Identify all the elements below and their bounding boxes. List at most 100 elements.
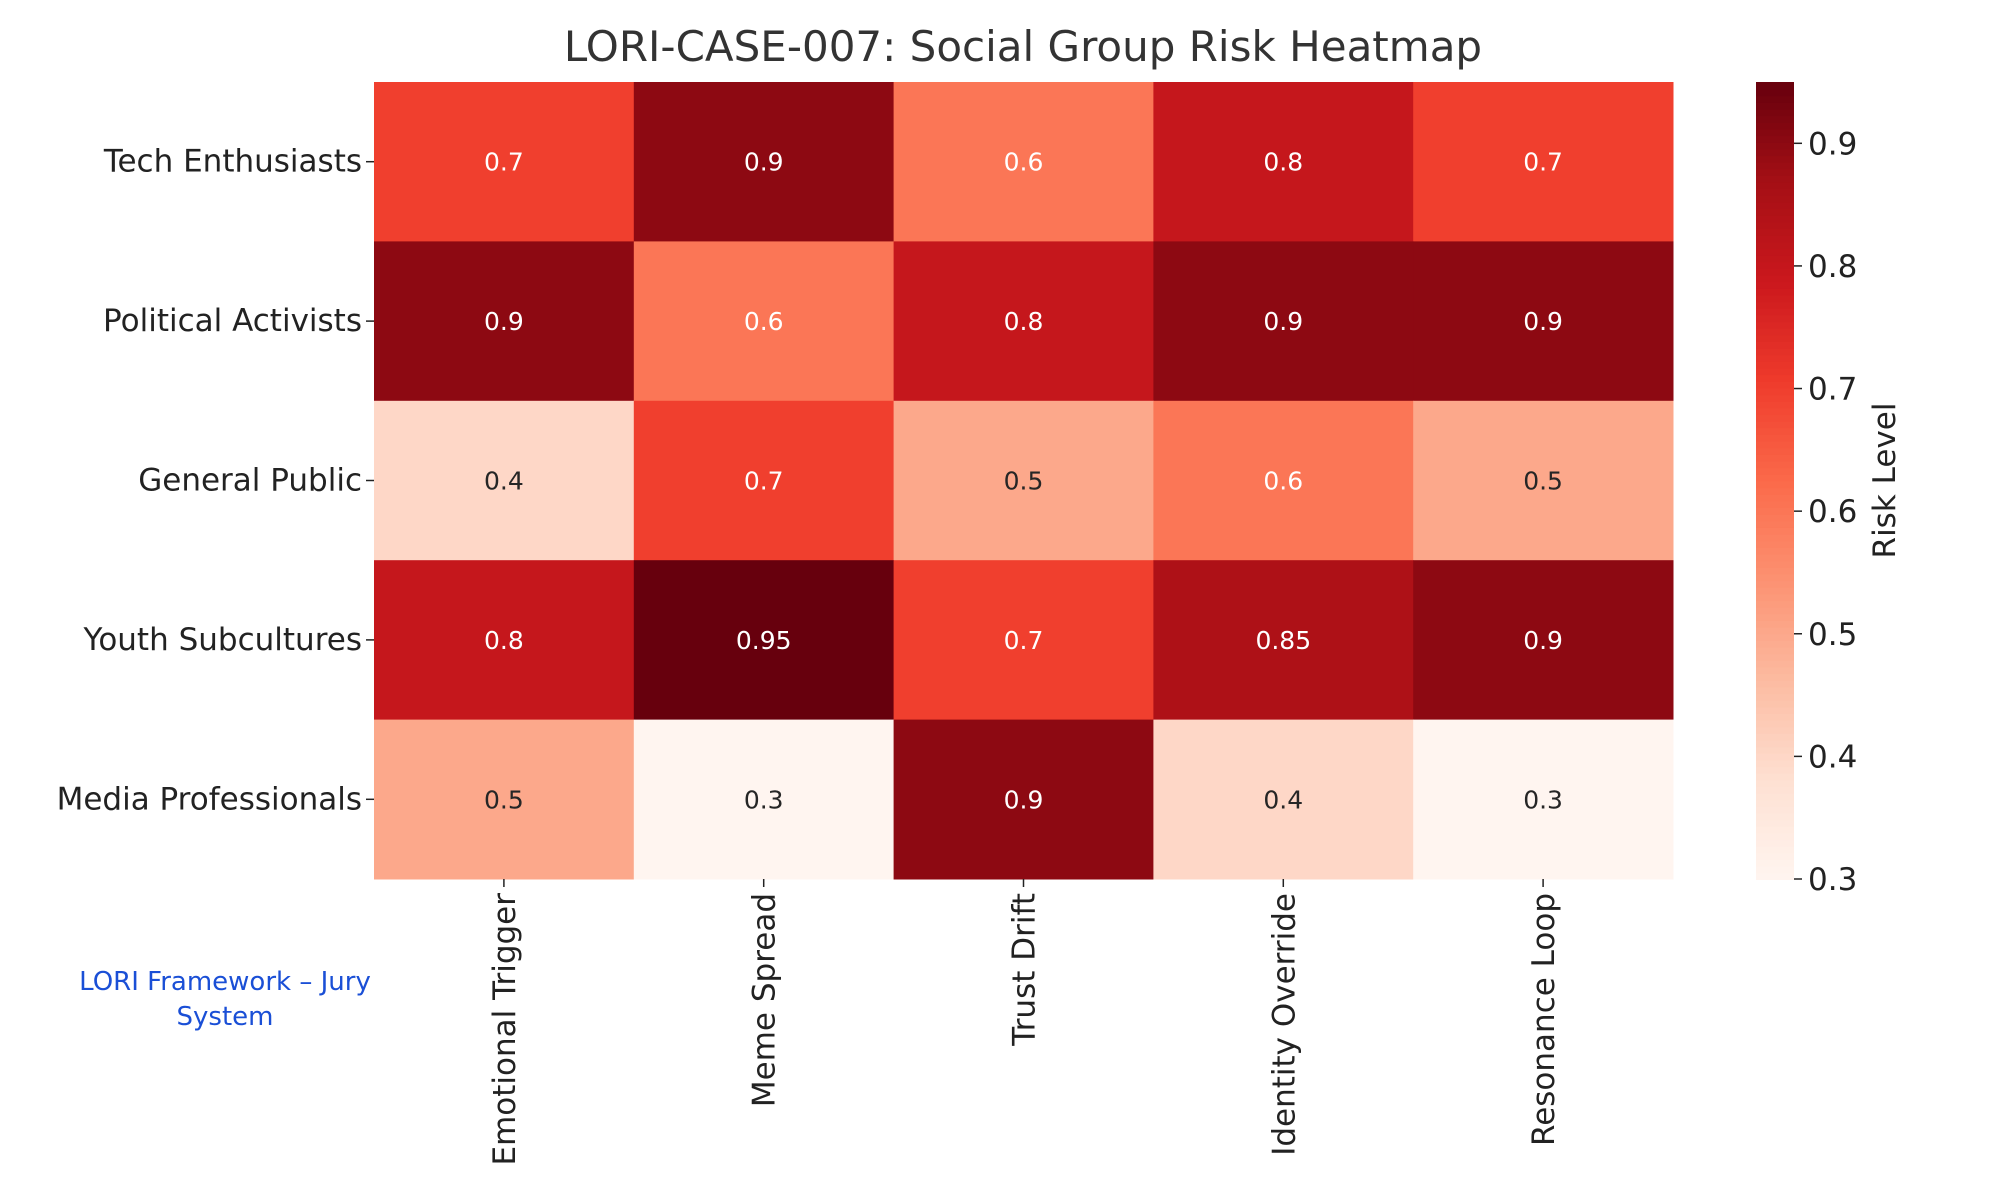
colorbar-segment: [1756, 633, 1794, 641]
colorbar-segment: [1756, 188, 1794, 196]
colorbar-segment: [1756, 168, 1794, 176]
colorbar-segment: [1756, 679, 1794, 688]
colorbar-segment: [1756, 832, 1794, 841]
colorbar-segment: [1756, 82, 1794, 90]
colorbar-segment: [1756, 766, 1794, 774]
colorbar-segment: [1756, 88, 1794, 97]
cell-value-label: 0.8: [1004, 307, 1044, 336]
chart-title: LORI-CASE-007: Social Group Risk Heatmap: [563, 22, 1483, 71]
colorbar-segment: [1756, 719, 1794, 728]
cell-value-label: 0.3: [744, 785, 784, 814]
colorbar-segment: [1756, 600, 1794, 608]
colorbar-segment: [1756, 586, 1794, 595]
colorbar-segment: [1756, 507, 1794, 515]
colorbar-segment: [1756, 805, 1794, 814]
colorbar-segment: [1756, 221, 1794, 230]
heatmap-cell: [633, 82, 895, 242]
colorbar-segment: [1756, 653, 1794, 661]
x-tick-label: Identity Override: [1266, 893, 1302, 1156]
colorbar-segment: [1756, 546, 1794, 555]
colorbar-segment: [1756, 746, 1794, 754]
colorbar-segment: [1756, 101, 1794, 110]
colorbar-segment: [1756, 387, 1794, 396]
colorbar-segment: [1756, 460, 1794, 469]
cell-value-label: 0.5: [1004, 467, 1044, 496]
colorbar-segment: [1756, 341, 1794, 349]
cell-value-label: 0.85: [1255, 626, 1311, 655]
heatmap-cell: [1413, 82, 1674, 242]
heatmap-cell: [1153, 560, 1414, 721]
colorbar-segment: [1756, 407, 1794, 416]
colorbar-tick-label: 0.5: [1808, 617, 1857, 653]
heatmap-cell: [374, 241, 635, 402]
colorbar-segment: [1756, 427, 1794, 436]
cell-value-label: 0.4: [484, 467, 524, 496]
colorbar-segment: [1756, 752, 1794, 761]
colorbar-segment: [1756, 580, 1794, 588]
colorbar-segment: [1756, 553, 1794, 562]
x-tick-label: Emotional Trigger: [487, 893, 523, 1166]
colorbar-segment: [1756, 859, 1794, 867]
colorbar-segment: [1756, 115, 1794, 123]
colorbar-segment: [1756, 772, 1794, 781]
cell-value-label: 0.6: [1004, 148, 1044, 177]
y-tick-label: Media Professionals: [57, 781, 362, 817]
colorbar-segment: [1756, 686, 1794, 695]
colorbar-segment: [1756, 646, 1794, 655]
colorbar-segment: [1756, 267, 1794, 276]
heatmap-cell: [633, 241, 895, 402]
colorbar-segment: [1756, 673, 1794, 681]
colorbar-segment: [1756, 619, 1794, 628]
colorbar-segment: [1756, 732, 1794, 741]
colorbar-segment: [1756, 301, 1794, 309]
colorbar-segment: [1756, 201, 1794, 210]
heatmap-cell: [1413, 719, 1674, 880]
cell-value-label: 0.9: [1523, 307, 1563, 336]
colorbar-segment: [1756, 181, 1794, 190]
colorbar-segment: [1756, 141, 1794, 150]
colorbar-segment: [1756, 792, 1794, 801]
colorbar-segment: [1756, 852, 1794, 861]
colorbar-segment: [1756, 699, 1794, 708]
colorbar-segment: [1756, 327, 1794, 336]
cell-value-label: 0.6: [744, 307, 784, 336]
colorbar-segment: [1756, 453, 1794, 462]
colorbar-segment: [1756, 693, 1794, 701]
y-tick-label: Tech Enthusiasts: [103, 144, 362, 180]
colorbar-segment: [1756, 845, 1794, 854]
cell-value-label: 0.7: [484, 148, 524, 177]
cell-value-label: 0.9: [1523, 626, 1563, 655]
colorbar-segment: [1756, 400, 1794, 409]
colorbar-segment: [1756, 467, 1794, 475]
colorbar-segment: [1756, 248, 1794, 256]
colorbar-segment: [1756, 825, 1794, 834]
y-tick-label: Political Activists: [103, 303, 362, 339]
heatmap-cell: [1153, 82, 1414, 242]
cell-value-label: 0.8: [484, 626, 524, 655]
colorbar-segment: [1756, 414, 1794, 422]
colorbar-segment: [1756, 261, 1794, 269]
colorbar-segment: [1756, 726, 1794, 734]
colorbar-segment: [1756, 812, 1794, 821]
heatmap-cell: [374, 560, 635, 721]
colorbar-segment: [1756, 234, 1794, 243]
colorbar-segment: [1756, 500, 1794, 509]
colorbar-segment: [1756, 360, 1794, 369]
colorbar-segment: [1756, 380, 1794, 389]
colorbar-segment: [1756, 566, 1794, 575]
heatmap-cell: [374, 82, 635, 242]
colorbar-segment: [1756, 659, 1794, 668]
colorbar-tick-label: 0.3: [1808, 862, 1857, 898]
heatmap-cell: [893, 82, 1154, 242]
cell-value-label: 0.3: [1523, 785, 1563, 814]
colorbar-segment: [1756, 420, 1794, 429]
colorbar-segment: [1756, 434, 1794, 442]
colorbar-segment: [1756, 194, 1794, 203]
colorbar-segment: [1756, 241, 1794, 250]
colorbar-segment: [1756, 613, 1794, 621]
heatmap-cell: [1153, 241, 1414, 402]
heatmap-cell: [893, 241, 1154, 402]
colorbar-segment: [1756, 739, 1794, 748]
colorbar-segment: [1756, 274, 1794, 283]
